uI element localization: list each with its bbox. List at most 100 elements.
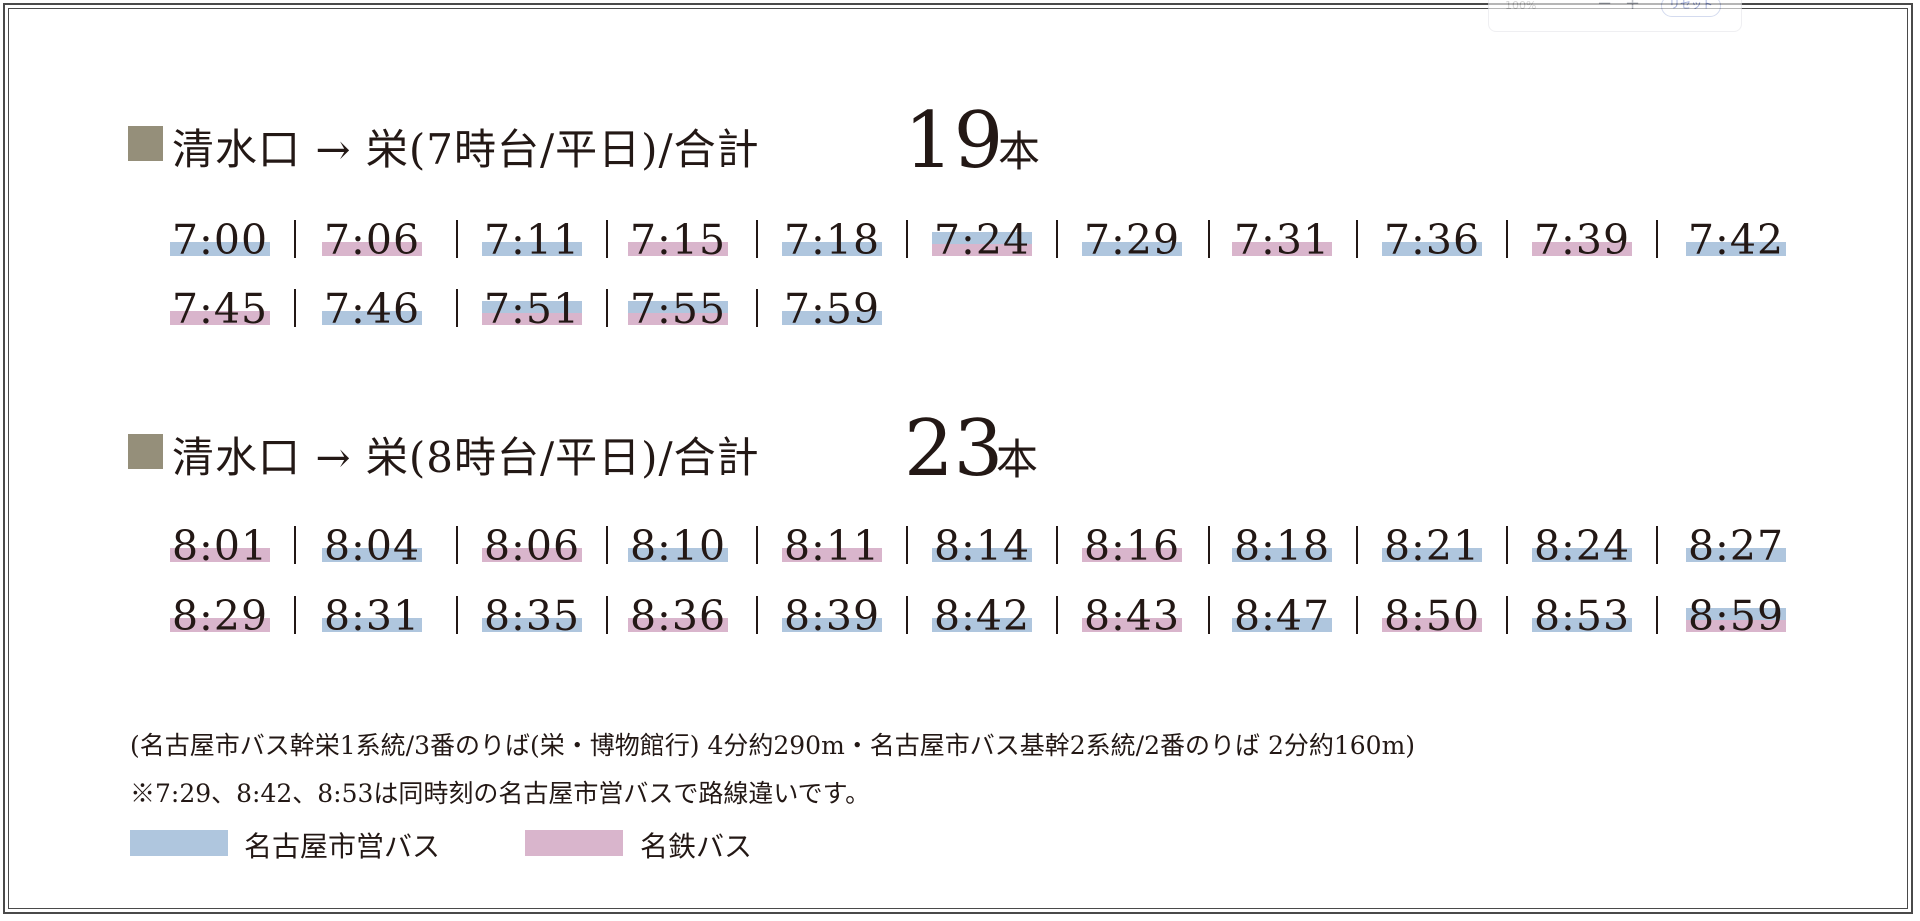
- operator-bar: [1232, 618, 1332, 632]
- time-separator: [1056, 596, 1058, 634]
- time-separator: [456, 220, 458, 258]
- operator-bar: [482, 618, 582, 632]
- departure-time: 8:47: [1232, 592, 1332, 640]
- time-separator: [606, 220, 608, 258]
- departure-time-text: 8:11: [783, 522, 881, 570]
- departure-time-text: 8:35: [483, 592, 581, 640]
- timetable-row: 8:01 8:04 8:06 8:10 8:11 8:14 8:16 8:18 8:21 8:24…: [0, 522, 1920, 570]
- departure-time-text: 8:53: [1533, 592, 1631, 640]
- departure-time: 8:24: [1532, 522, 1632, 570]
- time-separator: [1356, 596, 1358, 634]
- time-separator: [1056, 220, 1058, 258]
- time-separator: [906, 596, 908, 634]
- departure-time-text: 7:55: [629, 285, 727, 333]
- departure-time-text: 7:29: [1083, 216, 1181, 264]
- time-separator: [1656, 596, 1658, 634]
- departure-time-text: 7:51: [483, 285, 581, 333]
- departure-time: 8:27: [1686, 522, 1786, 570]
- operator-bar: [1532, 548, 1632, 562]
- departure-time: 8:31: [322, 592, 422, 640]
- time-separator: [606, 289, 608, 327]
- departure-time-text: 7:00: [171, 216, 269, 264]
- operator-bar: [1686, 608, 1786, 632]
- departure-time: 8:39: [782, 592, 882, 640]
- departure-time-text: 8:59: [1687, 592, 1785, 640]
- departure-time: 8:06: [482, 522, 582, 570]
- time-separator: [294, 526, 296, 564]
- departure-time-text: 8:24: [1533, 522, 1631, 570]
- departure-time-text: 7:15: [629, 216, 727, 264]
- departure-time-text: 7:11: [483, 216, 581, 264]
- departure-time: 7:24: [932, 216, 1032, 264]
- time-separator: [1208, 596, 1210, 634]
- departure-time-text: 7:59: [783, 285, 881, 333]
- operator-bar: [782, 311, 882, 325]
- zoom-level: 100%: [1505, 0, 1537, 12]
- time-separator: [456, 596, 458, 634]
- departure-time: 8:04: [322, 522, 422, 570]
- departure-time: 8:18: [1232, 522, 1332, 570]
- operator-bar: [1382, 242, 1482, 256]
- departure-time-text: 8:06: [483, 522, 581, 570]
- time-separator: [294, 289, 296, 327]
- route-note: (名古屋市バス幹栄1系統/3番のりば(栄・博物館行) 4分約290m・名古屋市バ…: [130, 731, 1416, 760]
- time-separator: [1656, 220, 1658, 258]
- departure-time-text: 8:47: [1233, 592, 1331, 640]
- zoom-reset-button[interactable]: リセット: [1661, 0, 1721, 17]
- departure-time: 8:43: [1082, 592, 1182, 640]
- legend-swatch-municipal: [130, 830, 228, 856]
- operator-bar: [628, 242, 728, 256]
- departure-time-text: 8:42: [933, 592, 1031, 640]
- departure-time: 8:50: [1382, 592, 1482, 640]
- departure-time: 7:00: [170, 216, 270, 264]
- departure-time-text: 7:06: [323, 216, 421, 264]
- time-separator: [1356, 220, 1358, 258]
- departure-time: 8:21: [1382, 522, 1482, 570]
- departure-time: 7:29: [1082, 216, 1182, 264]
- same-time-note: ※7:29、8:42、8:53は同時刻の名古屋市営バスで路線違いです。: [130, 779, 871, 808]
- departure-time: 8:01: [170, 522, 270, 570]
- section-7-unit: 本: [998, 127, 1041, 176]
- operator-bar: [1382, 618, 1482, 632]
- timetable-row: 7:45 7:46 7:51 7:55 7:59: [0, 285, 1920, 333]
- departure-time: 8:53: [1532, 592, 1632, 640]
- operator-bar: [170, 311, 270, 325]
- zoom-in-button[interactable]: +: [1625, 0, 1641, 14]
- operator-bar: [322, 311, 422, 325]
- timetable-row: 8:29 8:31 8:35 8:36 8:39 8:42 8:43 8:47 8:50 8:53…: [0, 592, 1920, 640]
- operator-bar: [322, 548, 422, 562]
- departure-time: 8:36: [628, 592, 728, 640]
- time-separator: [1056, 526, 1058, 564]
- departure-time: 8:14: [932, 522, 1032, 570]
- departure-time-text: 8:14: [933, 522, 1031, 570]
- operator-bar: [1082, 242, 1182, 256]
- time-separator: [294, 596, 296, 634]
- departure-time: 7:39: [1532, 216, 1632, 264]
- operator-bar: [482, 548, 582, 562]
- operator-bar: [1686, 242, 1786, 256]
- departure-time-text: 8:16: [1083, 522, 1181, 570]
- operator-bar: [628, 301, 728, 325]
- operator-bar: [628, 548, 728, 562]
- departure-time: 8:10: [628, 522, 728, 570]
- departure-time-text: 8:21: [1383, 522, 1481, 570]
- departure-time-text: 8:04: [323, 522, 421, 570]
- departure-time-text: 8:29: [171, 592, 269, 640]
- operator-bar: [170, 548, 270, 562]
- operator-bar: [1382, 548, 1482, 562]
- zoom-out-button[interactable]: −: [1597, 0, 1613, 14]
- time-separator: [1208, 526, 1210, 564]
- operator-bar: [628, 618, 728, 632]
- operator-bar: [1532, 242, 1632, 256]
- section-8-unit: 本: [996, 435, 1039, 484]
- operator-bar: [932, 232, 1032, 256]
- legend-swatch-meitetsu: [525, 830, 623, 856]
- departure-time: 7:31: [1232, 216, 1332, 264]
- time-separator: [606, 596, 608, 634]
- section-8-total: 23: [904, 404, 1004, 494]
- time-separator: [906, 220, 908, 258]
- operator-bar: [932, 548, 1032, 562]
- departure-time: 7:55: [628, 285, 728, 333]
- operator-bar: [170, 618, 270, 632]
- departure-time: 7:45: [170, 285, 270, 333]
